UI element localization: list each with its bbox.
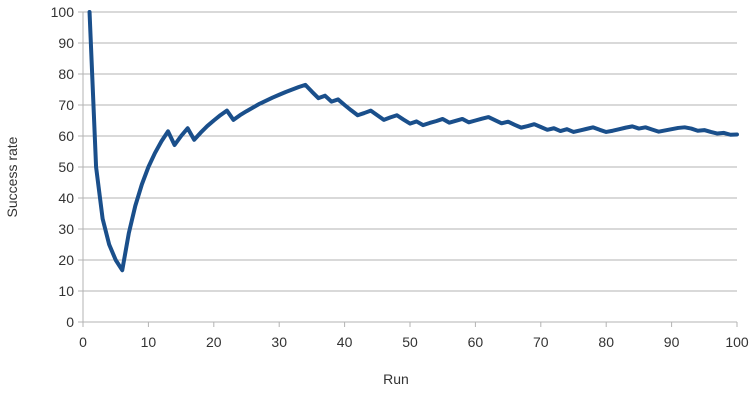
y-tick-label-100: 100 — [51, 4, 75, 20]
y-tick-label-80: 80 — [58, 66, 74, 82]
y-tick-label-20: 20 — [58, 252, 74, 268]
series — [87, 10, 739, 273]
x-tick-label-90: 90 — [664, 334, 680, 350]
gridlines — [83, 11, 737, 292]
y-tick-label-10: 10 — [58, 283, 74, 299]
y-tick-label-60: 60 — [58, 128, 74, 144]
y-tick-label-70: 70 — [58, 97, 74, 113]
y-axis-title: Success rate — [4, 136, 20, 217]
y-tick-label-90: 90 — [58, 35, 74, 51]
tick-labels: 0 10 20 30 40 50 60 70 80 90 100 0 10 20 30 40 50 60 70 80 9… — [51, 4, 749, 350]
y-tick-label-30: 30 — [58, 221, 74, 237]
y-tick-label-40: 40 — [58, 190, 74, 206]
x-tick-label-10: 10 — [141, 334, 157, 350]
x-tick-label-100: 100 — [725, 334, 749, 350]
y-tick-label-0: 0 — [66, 314, 74, 330]
x-tick-label-70: 70 — [533, 334, 549, 350]
x-tick-label-40: 40 — [337, 334, 353, 350]
x-tick-label-0: 0 — [79, 334, 87, 350]
y-tick-label-50: 50 — [58, 159, 74, 175]
x-axis-title: Run — [383, 371, 409, 387]
x-tick-label-30: 30 — [271, 334, 287, 350]
x-tick-label-60: 60 — [468, 334, 484, 350]
series-line-0 — [87, 10, 739, 273]
axes — [78, 11, 738, 327]
x-tick-label-20: 20 — [206, 334, 222, 350]
x-tick-label-80: 80 — [598, 334, 614, 350]
x-tick-label-50: 50 — [402, 334, 418, 350]
